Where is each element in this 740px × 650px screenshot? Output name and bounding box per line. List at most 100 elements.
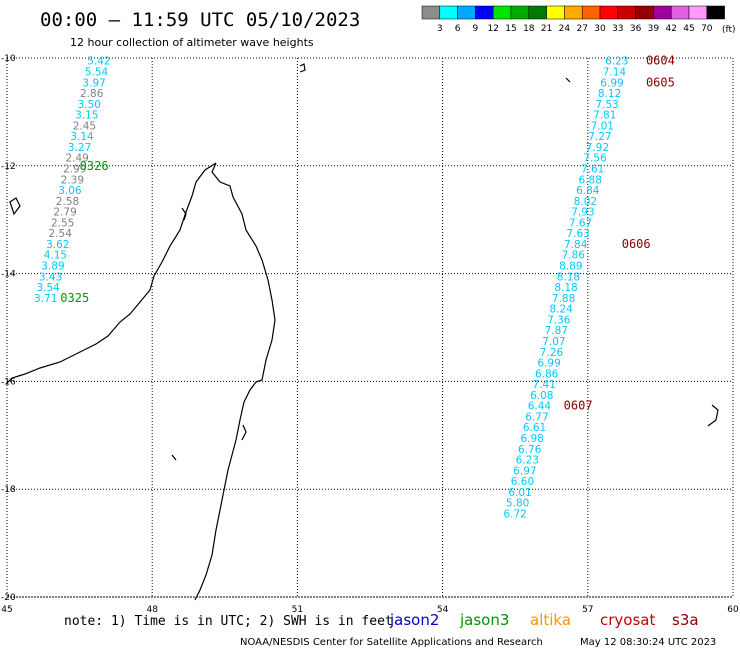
wave-height-label: 7.88 [552, 293, 575, 305]
chart-title: 00:00 – 11:59 UTC 05/10/2023 [40, 9, 360, 31]
wave-height-label: 6.98 [520, 433, 543, 445]
wave-height-label: 3.54 [36, 282, 60, 294]
wave-height-label: 3.71 [34, 293, 57, 305]
wave-height-label: 7.26 [540, 347, 564, 359]
wave-height-label: 6.88 [579, 174, 602, 186]
y-tick-label: -12 [1, 162, 16, 172]
colorbar-swatch [546, 5, 565, 20]
wave-height-label: 6.23 [605, 56, 628, 68]
time-label: 0326 [80, 159, 109, 173]
wave-height-label: 2.58 [56, 196, 79, 208]
colorbar-tick-label: 45 [683, 24, 694, 34]
colorbar-swatch [510, 5, 530, 20]
wave-height-label: 2.79 [53, 207, 76, 219]
x-tick-label: 51 [292, 605, 303, 615]
wave-height-label: 3.43 [39, 271, 62, 283]
wave-height-label: 6.72 [504, 508, 527, 520]
wave-height-label: 8.89 [559, 261, 582, 273]
wave-height-label: 2.39 [61, 174, 84, 186]
wave-height-label: 6.77 [525, 411, 548, 423]
wave-height-label: 7.84 [564, 239, 588, 251]
colorbar-tick-label: 36 [630, 24, 642, 34]
wave-height-label: 7.92 [586, 142, 609, 154]
colorbar-tick-label: 18 [523, 24, 535, 34]
wave-height-label: 3.62 [46, 239, 69, 251]
wave-height-label: 3.97 [82, 77, 105, 89]
wave-height-label: 7.67 [569, 217, 592, 229]
colorbar-unit: (ft) [722, 25, 736, 35]
colorbar-tick-label: 39 [648, 24, 660, 34]
colorbar-swatch [439, 5, 458, 20]
wave-height-label: 8.18 [554, 282, 577, 294]
wave-height-label: 6.99 [537, 358, 560, 370]
legend-entry: cryosat [600, 611, 655, 629]
y-tick-label: -16 [1, 377, 16, 387]
wave-height-label: 6.60 [511, 476, 534, 488]
wave-height-label: 8.12 [598, 88, 621, 100]
time-label: 0604 [646, 54, 675, 68]
wave-height-label: 7.86 [562, 250, 586, 262]
x-tick-label: 48 [146, 605, 158, 615]
wave-height-label: 2.45 [73, 120, 96, 132]
grid [6, 57, 734, 598]
chart-subtitle: 12 hour collection of altimeter wave hei… [70, 36, 314, 49]
colorbar-tick-label: 12 [487, 24, 498, 34]
wave-height-label: 5.54 [85, 66, 109, 78]
colorbar-tick-label: 15 [505, 24, 516, 34]
wave-height-label: 2.86 [80, 88, 104, 100]
legend-entry: altika [530, 611, 571, 629]
wave-height-label: 7.56 [583, 153, 607, 165]
wave-height-label: 6.84 [576, 185, 600, 197]
wave-height-label: 3.06 [58, 185, 82, 197]
x-tick-label: 45 [1, 605, 12, 615]
footer-timestamp: May 12 08:30:24 UTC 2023 [580, 637, 716, 648]
colorbar-swatch [706, 5, 725, 20]
wave-height-label: 8.24 [549, 304, 573, 316]
wave-height-label: 3.15 [75, 110, 98, 122]
wave-height-label: 5.80 [506, 498, 529, 510]
time-label: 0607 [564, 399, 593, 413]
time-label: 0325 [60, 291, 89, 305]
colorbar-swatch [653, 5, 672, 20]
coastline-madagascar [5, 63, 719, 601]
colorbar-swatch [528, 5, 547, 20]
wave-height-label: 7.81 [593, 110, 616, 122]
wave-height-label: 6.01 [508, 487, 531, 499]
colorbar-tick-label: 42 [665, 24, 676, 34]
colorbar-swatch [421, 5, 441, 20]
wave-height-label: 6.86 [535, 368, 559, 380]
colorbar-swatch [475, 5, 494, 20]
colorbar-tick-label: 9 [473, 24, 479, 34]
wave-height-label: 7.27 [588, 131, 611, 143]
colorbar-tick-label: 24 [559, 24, 571, 34]
footer-note: note: 1) Time is in UTC; 2) SWH is in fe… [64, 614, 393, 629]
wave-height-label: 7.41 [533, 379, 556, 391]
wave-height-label: 7.36 [547, 314, 571, 326]
colorbar-swatch [492, 5, 512, 20]
wave-height-label: 6.76 [518, 444, 542, 456]
legend-entry: s3a [672, 611, 699, 629]
wave-height-label: 7.01 [591, 120, 614, 132]
colorbar-swatch [635, 5, 654, 20]
colorbar-swatch [457, 5, 476, 20]
colorbar-tick-label: 21 [541, 24, 552, 34]
wave-height-label: 4.15 [44, 250, 67, 262]
wave-height-label: 6.61 [523, 422, 546, 434]
colorbar-tick-label: 70 [701, 24, 713, 34]
time-label: 0605 [646, 75, 675, 89]
colorbar-tick-label: 6 [455, 24, 461, 34]
wave-height-label: 2.99 [63, 163, 86, 175]
y-tick-label: -20 [1, 593, 16, 603]
wave-height-label: 8.18 [557, 271, 580, 283]
colorbar-tick-label: 3 [437, 24, 443, 34]
wave-height-label: 3.50 [78, 99, 101, 111]
data-points: 5.425.543.972.863.503.152.453.143.272.49… [34, 54, 675, 521]
colorbar-tick-label: 33 [612, 24, 623, 34]
wave-height-label: 7.63 [566, 228, 589, 240]
wave-height-label: 3.89 [41, 261, 64, 273]
x-tick-label: 54 [437, 605, 449, 615]
wave-height-label: 6.44 [528, 401, 552, 413]
time-label: 0606 [622, 237, 651, 251]
legend-entry: jason2 [389, 611, 439, 629]
